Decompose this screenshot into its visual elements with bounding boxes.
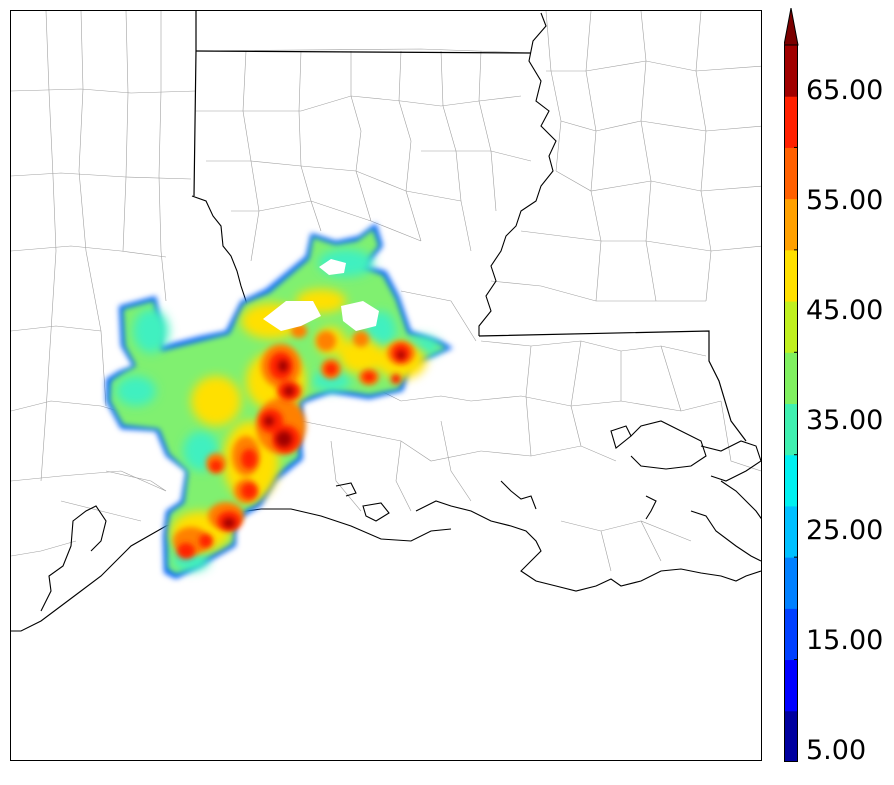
colorbar-segment	[784, 454, 798, 507]
colorbar	[784, 8, 799, 762]
colorbar-segment	[784, 198, 798, 251]
colorbar-tick-label: 15.00	[806, 625, 884, 656]
colorbar-segment	[784, 659, 798, 712]
colorbar-segment	[784, 403, 798, 456]
colorbar-tick-label: 35.00	[806, 405, 884, 436]
colorbar-segment	[784, 301, 798, 353]
colorbar-tick-label: 45.00	[806, 295, 884, 326]
colorbar-outline	[784, 44, 798, 762]
county-boundaries	[11, 11, 761, 572]
colorbar-segment	[784, 249, 798, 302]
map-canvas	[11, 11, 761, 632]
colorbar-segment	[784, 505, 798, 558]
map-panel	[10, 10, 762, 761]
colorbar-segment	[784, 45, 798, 97]
colorbar-tick-label: 55.00	[806, 185, 884, 216]
coastline	[11, 420, 761, 632]
colorbar-tick-label: 5.00	[806, 735, 867, 766]
precipitation-field	[106, 223, 453, 579]
colorbar-tick-label: 25.00	[806, 515, 884, 546]
colorbar-segment	[784, 96, 798, 148]
colorbar-extend-arrow	[784, 8, 799, 46]
colorbar-segment	[784, 557, 798, 609]
colorbar-segment	[784, 147, 798, 200]
colorbar-segment	[784, 710, 798, 762]
state-boundaries	[193, 11, 747, 442]
colorbar-segment	[784, 608, 798, 661]
colorbar-segment	[784, 352, 798, 404]
colorbar-tick-label: 65.00	[806, 75, 884, 106]
